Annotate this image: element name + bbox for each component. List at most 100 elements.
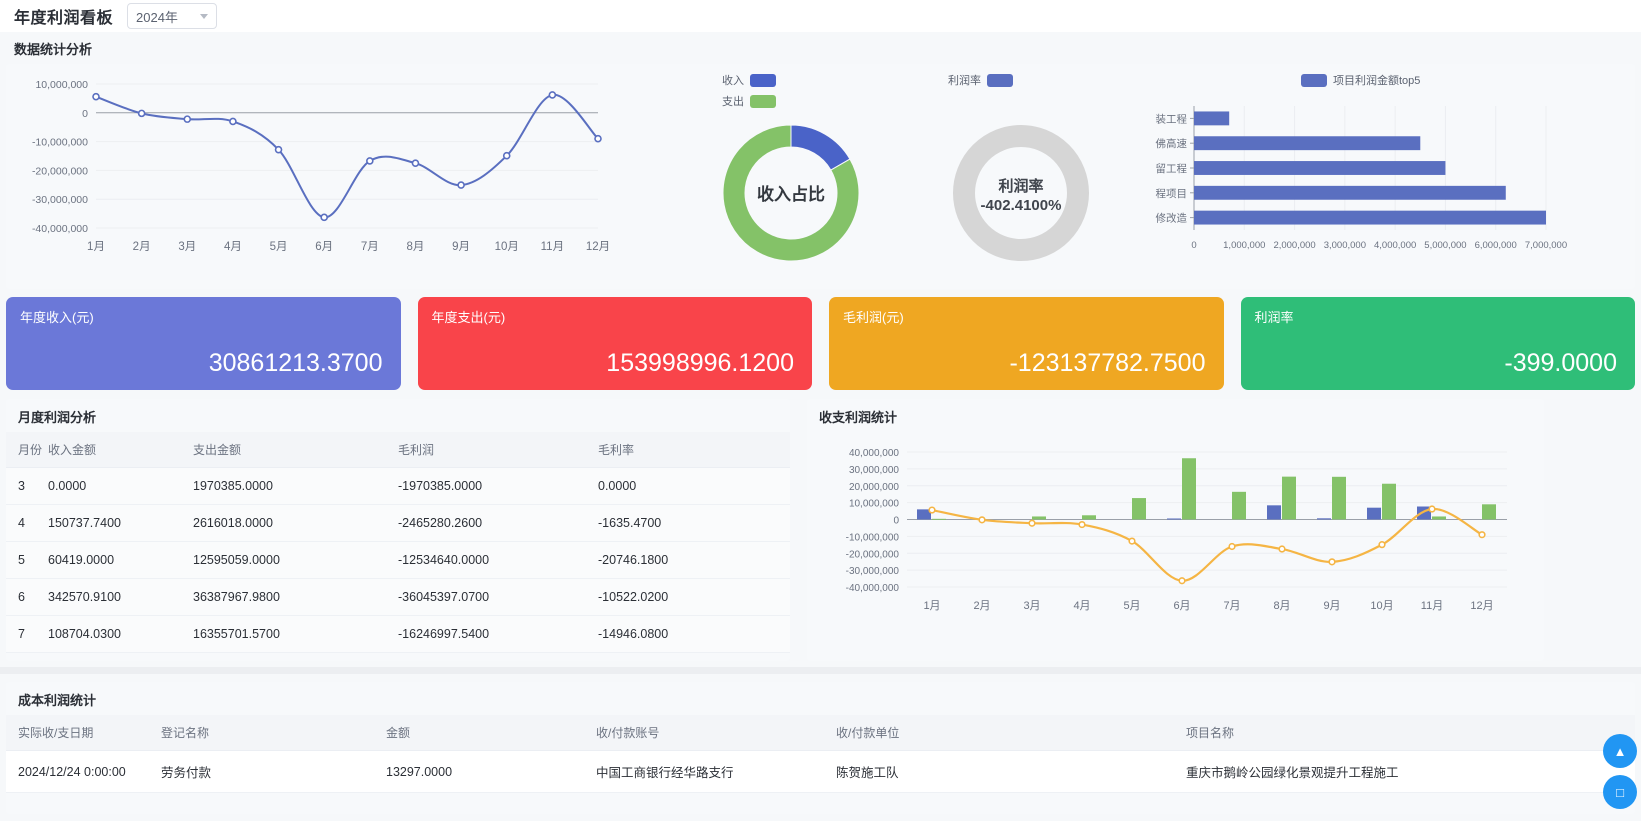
combo-chart-svg: 40,000,000 30,000,000 20,000,000 10,000,000…	[846, 448, 1507, 612]
table-cell: 16355701.5700	[193, 615, 398, 653]
table-row[interactable]: 6 342570.9100 36387967.9800 -36045397.0700-…	[6, 578, 790, 616]
table-row[interactable]: 5 60419.0000 12595059.0000 -12534640.0000 -2…	[6, 541, 790, 579]
kpi-value: 30861213.3700	[208, 349, 383, 377]
column-header: 支出金额	[193, 432, 398, 468]
kpi-label: 年度收入(元)	[20, 310, 94, 325]
table-cell: -2465280.2600	[398, 504, 598, 542]
page-header: 年度利润看板 2024年	[0, 0, 1641, 32]
table-cell: 中国工商银行经华路支行	[596, 750, 836, 793]
donut-legend-item-income[interactable]: 收入	[722, 72, 776, 88]
svg-text:-402.4100%: -402.4100%	[981, 197, 1062, 214]
table-cell: 150737.7400	[48, 504, 193, 542]
floating-action-buttons: ▲ □	[1603, 734, 1637, 809]
table-cell: 108704.0300	[48, 615, 193, 653]
table-cell: 5	[6, 541, 48, 579]
svg-text:10月: 10月	[495, 241, 519, 253]
table-cell: -10522.0200	[598, 578, 790, 616]
svg-text:留工程: 留工程	[1156, 162, 1188, 175]
svg-text:收入占比: 收入占比	[757, 184, 825, 204]
mid-section: 月度利润分析 月份 收入金额 支出金额 毛利润 毛利率 3 0.0000 1970385.0…	[0, 390, 1641, 661]
kpi-card-3[interactable]: 利润率 -399.0000	[1240, 297, 1635, 390]
table-row[interactable]: 4 150737.7400 2616018.0000 -2465280.2600 -16…	[6, 504, 790, 542]
svg-text:12月: 12月	[586, 241, 610, 253]
svg-text:0: 0	[82, 108, 88, 120]
svg-text:修改造: 修改造	[1156, 212, 1188, 225]
monthly-profit-table: 月份 收入金额 支出金额 毛利润 毛利率 3 0.0000 1970385.0000 -197…	[6, 432, 790, 653]
kpi-card-0[interactable]: 年度收入(元) 30861213.3700	[6, 297, 401, 390]
svg-text:11月: 11月	[541, 241, 564, 253]
svg-text:7月: 7月	[1223, 600, 1240, 612]
legend-color-swatch	[750, 94, 776, 108]
svg-text:30,000,000: 30,000,000	[849, 465, 899, 476]
svg-text:40,000,000: 40,000,000	[849, 448, 899, 459]
svg-text:10,000,000: 10,000,000	[35, 79, 88, 91]
table-row[interactable]: 2024/12/24 0:00:00 劳务付款 13297.0000 中国工商银行经华…	[6, 750, 1635, 793]
svg-text:12月: 12月	[1470, 600, 1493, 612]
column-header: 实际收/支日期	[6, 715, 161, 751]
page-title: 年度利润看板	[14, 10, 114, 27]
table-cell: 60419.0000	[48, 541, 193, 579]
year-select-value: 2024年	[136, 9, 178, 25]
kpi-value: 153998996.1200	[606, 349, 794, 377]
svg-text:10,000,000: 10,000,000	[849, 499, 899, 510]
chevron-up-icon: ▲	[1613, 743, 1627, 759]
svg-text:1月: 1月	[87, 241, 105, 253]
svg-text:7,000,000: 7,000,000	[1525, 240, 1567, 251]
donut-svg: 收入占比	[722, 124, 860, 262]
table-cell: 342570.9100	[48, 578, 193, 616]
help-fab[interactable]: □	[1603, 775, 1637, 809]
table-row[interactable]: 3 0.0000 1970385.0000 -1970385.0000 0.0000	[6, 467, 790, 505]
kpi-card-2[interactable]: 毛利润(元) -123137782.7500	[829, 297, 1224, 390]
cost-table-title: 成本利润统计	[18, 693, 97, 708]
table-cell: 2616018.0000	[193, 504, 398, 542]
svg-text:7月: 7月	[361, 241, 379, 253]
table-cell: 6	[6, 578, 48, 616]
table-cell: -36045397.0700	[398, 578, 598, 616]
svg-text:2,000,000: 2,000,000	[1273, 240, 1315, 251]
svg-text:-10,000,000: -10,000,000	[32, 137, 88, 149]
svg-text:20,000,000: 20,000,000	[849, 482, 899, 493]
profit-rate-gauge-chart: 利润率 利润率 -402.4100%	[926, 64, 1116, 289]
scroll-top-fab[interactable]: ▲	[1603, 734, 1637, 768]
svg-text:5,000,000: 5,000,000	[1424, 240, 1466, 251]
svg-text:-30,000,000: -30,000,000	[32, 194, 88, 206]
table-cell: 12595059.0000	[193, 541, 398, 579]
svg-text:3,000,000: 3,000,000	[1324, 240, 1366, 251]
svg-text:-40,000,000: -40,000,000	[846, 583, 900, 594]
kpi-card-1[interactable]: 年度支出(元) 153998996.1200	[417, 297, 812, 390]
table-cell: 7	[6, 615, 48, 653]
svg-text:利润率: 利润率	[998, 177, 1043, 195]
cost-profit-table: 实际收/支日期 登记名称 金额 收/付款账号 收/付款单位 项目名称 2024/12/24…	[6, 715, 1635, 793]
svg-text:10月: 10月	[1370, 600, 1393, 612]
table-cell: 0.0000	[48, 467, 193, 505]
kpi-label: 年度支出(元)	[431, 310, 506, 325]
column-header: 登记名称	[161, 715, 386, 751]
table-row[interactable]: 7 108704.0300 16355701.5700 -16246997.5400-…	[6, 615, 790, 653]
column-header: 毛利率	[598, 432, 790, 468]
table-cell: 重庆市鹅岭公园绿化景观提升工程施工	[1186, 750, 1635, 793]
combo-chart-card: 收支利润统计 40,000,000 30,000,000 20,000,000 10,…	[807, 399, 1544, 661]
kpi-label: 利润率	[1254, 310, 1294, 325]
svg-text:4月: 4月	[1073, 600, 1090, 612]
column-header: 金额	[386, 715, 596, 751]
year-select[interactable]: 2024年	[127, 3, 218, 29]
donut-legend-item-expense[interactable]: 支出	[722, 93, 776, 109]
legend-label: 利润率	[948, 75, 981, 87]
hbar-svg: 0 1,000,000 2,000,000 3,000,000 4,000,000 5,0…	[1156, 106, 1567, 251]
kpi-value: -399.0000	[1504, 349, 1617, 377]
svg-text:4,000,000: 4,000,000	[1374, 240, 1416, 251]
svg-text:-40,000,000: -40,000,000	[32, 223, 88, 235]
stats-section-title: 数据统计分析	[14, 42, 93, 57]
gauge-legend-item[interactable]: 利润率	[948, 72, 1013, 88]
line-chart-svg: 10,000,000 0 -10,000,000 -20,000,000 -30,000…	[32, 79, 610, 253]
svg-text:-30,000,000: -30,000,000	[846, 566, 900, 577]
svg-text:装工程: 装工程	[1156, 112, 1188, 125]
cost-profit-card: 成本利润统计 实际收/支日期 登记名称 金额 收/付款账号 收/付款单位 项目名称 202…	[6, 682, 1635, 814]
svg-text:8月: 8月	[407, 241, 425, 253]
svg-text:-20,000,000: -20,000,000	[32, 165, 88, 177]
table-cell: 1970385.0000	[193, 467, 398, 505]
bar-legend-item[interactable]: 项目利润金额top5	[1301, 72, 1420, 88]
document-icon: □	[1616, 784, 1624, 800]
legend-color-swatch	[987, 73, 1013, 87]
